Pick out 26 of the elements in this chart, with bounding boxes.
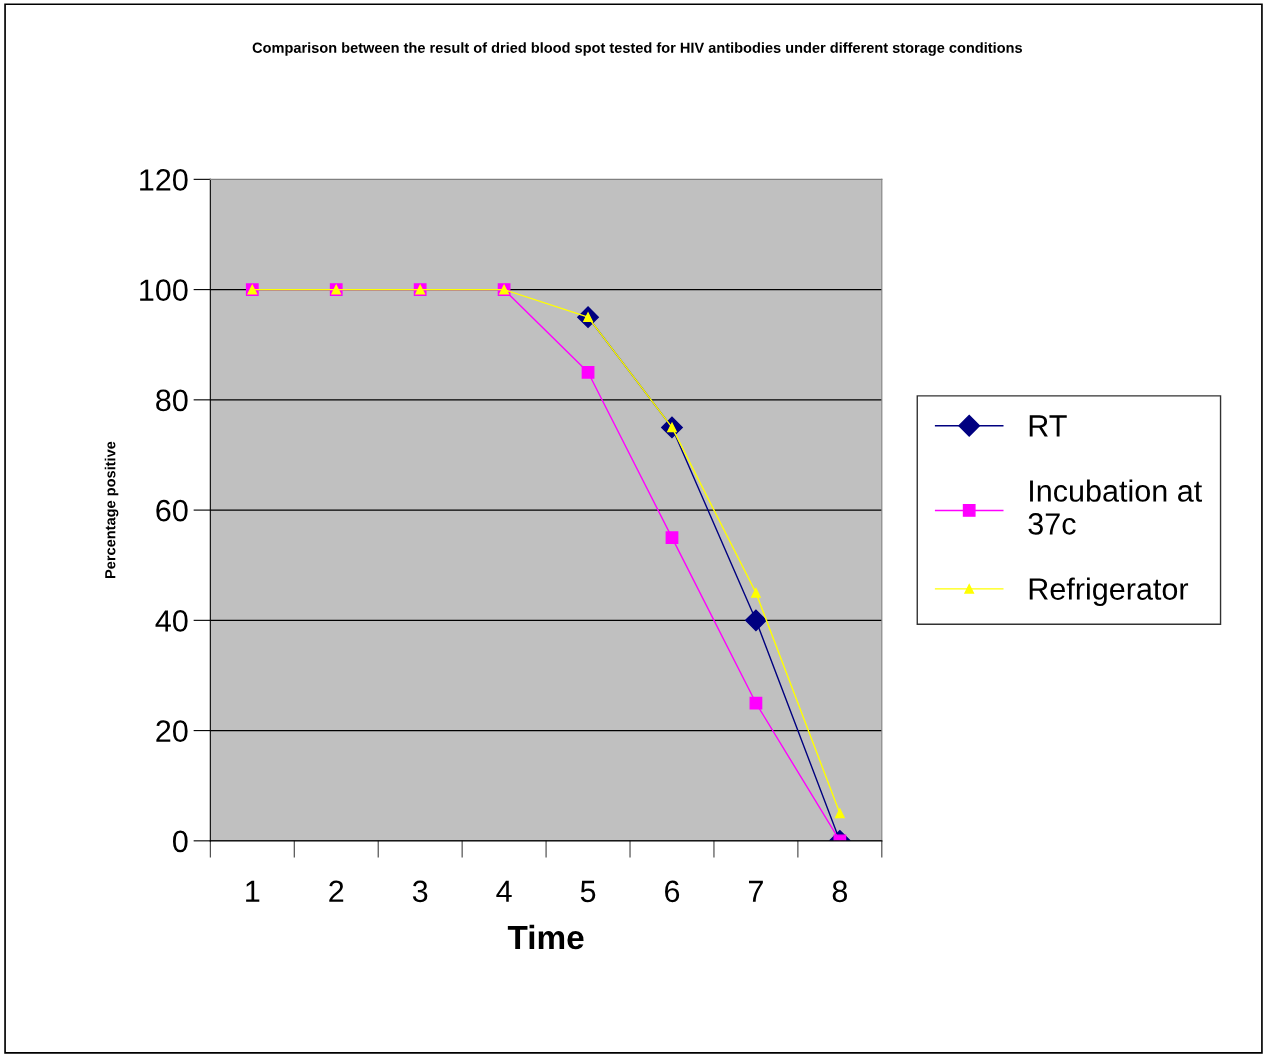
y-tick-label: 20 xyxy=(156,720,188,742)
x-tick-label: 8 xyxy=(832,880,848,903)
point xyxy=(835,808,845,819)
x-tick-label: 4 xyxy=(496,880,512,902)
x-tick-label: 3 xyxy=(412,880,428,903)
x-axis-title: Time xyxy=(507,924,584,950)
y-tick-label: 120 xyxy=(140,169,188,191)
point xyxy=(665,531,679,545)
legend-label: Refrigerator xyxy=(1029,577,1189,606)
x-tick-label: 5 xyxy=(580,880,596,903)
point xyxy=(751,587,761,598)
chart-title: Comparison between the result of dried blood spot tested for HIV antibodies under different storage conditions xyxy=(252,42,1022,56)
y-axis-title: Percentage positive xyxy=(104,441,119,579)
x-tick-label: 6 xyxy=(665,880,680,903)
x-tick-label: 1 xyxy=(246,880,260,902)
x-tick-label: 2 xyxy=(329,880,344,902)
legend-label: RT xyxy=(1029,415,1067,437)
y-tick-label: 60 xyxy=(156,499,188,522)
x-tick-label: 7 xyxy=(748,880,763,902)
y-tick-label: 40 xyxy=(155,610,188,632)
y-tick-label: 0 xyxy=(173,830,188,853)
point xyxy=(745,609,767,632)
point xyxy=(581,365,595,379)
legend-label: Incubation at 37c xyxy=(1028,479,1203,535)
y-tick-label: 100 xyxy=(140,279,188,301)
y-tick-label: 80 xyxy=(156,389,188,412)
